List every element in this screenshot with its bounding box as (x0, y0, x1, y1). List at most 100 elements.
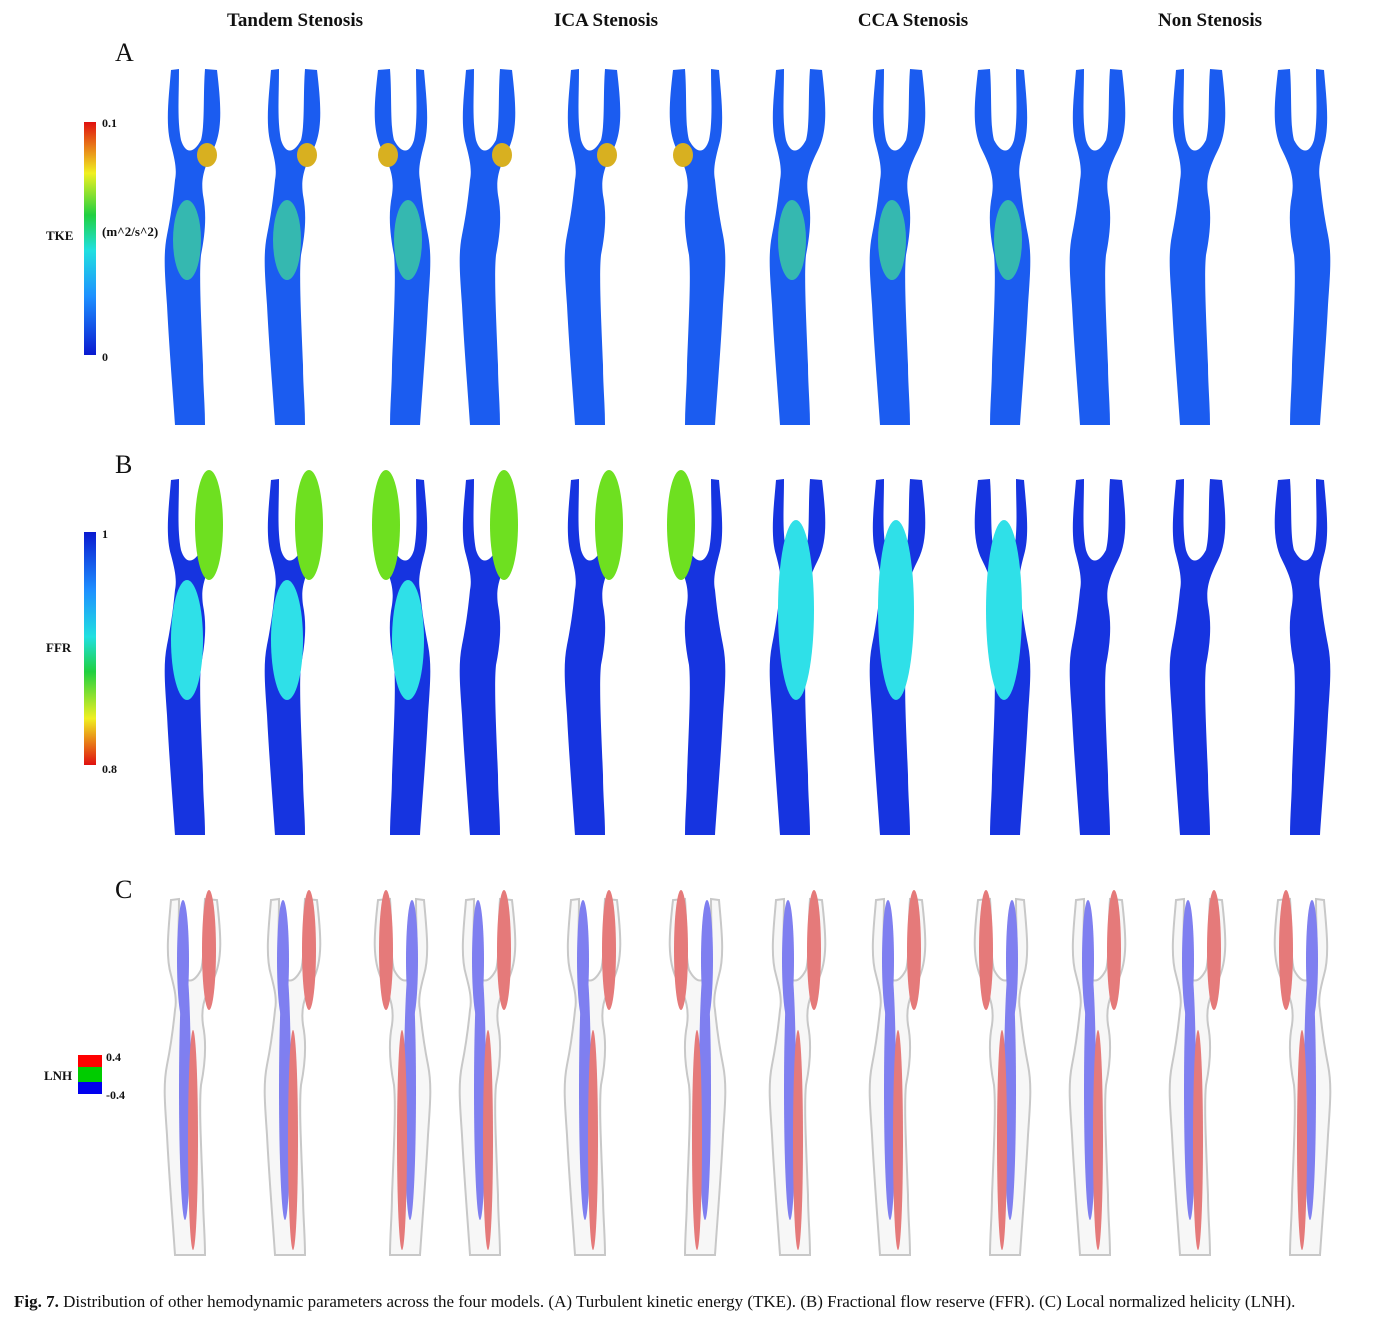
lnh-negative-band (882, 900, 894, 1020)
lnh-positive-band (1297, 1030, 1307, 1250)
lnh-negative-band (179, 960, 191, 1220)
lnh-negative-band (782, 900, 794, 1020)
ffr-ica-region (295, 470, 323, 580)
tke-midspot (273, 200, 301, 280)
lnh-negative-band (277, 900, 289, 1020)
lnh-negative-band (1082, 900, 1094, 1020)
lnh-positive-band (302, 890, 316, 1010)
lnh-negative-band (884, 960, 896, 1220)
ffr-cca-region (878, 520, 914, 700)
ffr-vessel (1274, 479, 1331, 835)
tke-vessel (1069, 69, 1126, 425)
lnh-colorbar-blue (78, 1082, 102, 1094)
tke-vessel-row (164, 69, 1331, 425)
tke-vessel (1169, 69, 1226, 425)
ffr-cca-region (778, 520, 814, 700)
lnh-positive-band (497, 890, 511, 1010)
lnh-negative-band (279, 960, 291, 1220)
column-title-non: Non Stenosis (1158, 10, 1262, 31)
caption-label: Fig. 7. (14, 1292, 59, 1311)
lnh-positive-band (483, 1030, 493, 1250)
ffr-max-label: 1 (102, 527, 108, 541)
ffr-ica-region (372, 470, 400, 580)
tke-min-label: 0 (102, 350, 108, 364)
ffr-ica-region (667, 470, 695, 580)
tke-unit-label: (m^2/s^2) (102, 224, 159, 239)
lnh-negative-band (701, 900, 713, 1020)
lnh-negative-band (1004, 960, 1016, 1220)
ffr-min-label: 0.8 (102, 762, 117, 776)
tke-hotspot (597, 143, 617, 167)
ffr-colorbar (84, 532, 96, 765)
lnh-colorbar-red (78, 1055, 102, 1067)
lnh-negative-band (406, 900, 418, 1020)
lnh-negative-band (577, 900, 589, 1020)
lnh-vessel-row (163, 890, 1332, 1256)
lnh-positive-band (188, 1030, 198, 1250)
lnh-positive-band (1207, 890, 1221, 1010)
lnh-positive-band (793, 1030, 803, 1250)
lnh-negative-band (474, 960, 486, 1220)
lnh-negative-band (472, 900, 484, 1020)
lnh-positive-band (893, 1030, 903, 1250)
figure-caption: Fig. 7. Distribution of other hemodynami… (14, 1290, 1364, 1314)
caption-text: Distribution of other hemodynamic parame… (63, 1292, 1296, 1311)
tke-vessel (459, 69, 516, 425)
ffr-ica-region (490, 470, 518, 580)
column-title-ica: ICA Stenosis (554, 10, 658, 31)
lnh-positive-band (397, 1030, 407, 1250)
ffr-vessel (1069, 479, 1126, 835)
lnh-positive-band (588, 1030, 598, 1250)
lnh-positive-band (1193, 1030, 1203, 1250)
lnh-negative-band (1306, 900, 1318, 1020)
ffr-cca-region (271, 580, 303, 700)
tke-max-label: 0.1 (102, 116, 117, 130)
lnh-positive-band (202, 890, 216, 1010)
tke-midspot (173, 200, 201, 280)
lnh-positive-band (379, 890, 393, 1010)
lnh-positive-band (907, 890, 921, 1010)
tke-param-label: TKE (46, 228, 74, 243)
tke-midspot (778, 200, 806, 280)
tke-midspot (394, 200, 422, 280)
lnh-negative-band (404, 960, 416, 1220)
tke-hotspot (378, 143, 398, 167)
ffr-param-label: FFR (46, 640, 72, 655)
lnh-positive-band (979, 890, 993, 1010)
lnh-negative-band (1006, 900, 1018, 1020)
panel-letter-b: B (115, 450, 133, 479)
tke-hotspot (297, 143, 317, 167)
lnh-negative-band (784, 960, 796, 1220)
tke-vessel (564, 69, 621, 425)
lnh-negative-band (699, 960, 711, 1220)
lnh-param-label: LNH (44, 1068, 73, 1083)
panel-letter-c: C (115, 875, 133, 904)
lnh-positive-band (997, 1030, 1007, 1250)
lnh-negative-band (1184, 960, 1196, 1220)
lnh-positive-band (1279, 890, 1293, 1010)
ffr-ica-region (195, 470, 223, 580)
lnh-negative-band (1084, 960, 1096, 1220)
tke-hotspot (492, 143, 512, 167)
lnh-positive-band (602, 890, 616, 1010)
lnh-negative-band (1182, 900, 1194, 1020)
tke-hotspot (673, 143, 693, 167)
lnh-negative-band (1304, 960, 1316, 1220)
lnh-negative-band (177, 900, 189, 1020)
lnh-positive-band (1107, 890, 1121, 1010)
tke-hotspot (197, 143, 217, 167)
ffr-vessel-row (164, 470, 1331, 835)
figure-canvas (78, 69, 1332, 1256)
tke-midspot (878, 200, 906, 280)
column-title-tandem: Tandem Stenosis (226, 10, 364, 31)
ffr-cca-region (171, 580, 203, 700)
lnh-positive-band (692, 1030, 702, 1250)
tke-midspot (994, 200, 1022, 280)
lnh-colorbar-green (78, 1067, 102, 1082)
ffr-vessel (1169, 479, 1226, 835)
lnh-positive-band (807, 890, 821, 1010)
column-title-cca: CCA Stenosis (857, 10, 969, 31)
lnh-negative-band (579, 960, 591, 1220)
tke-colorbar (84, 122, 96, 355)
ffr-cca-region (986, 520, 1022, 700)
